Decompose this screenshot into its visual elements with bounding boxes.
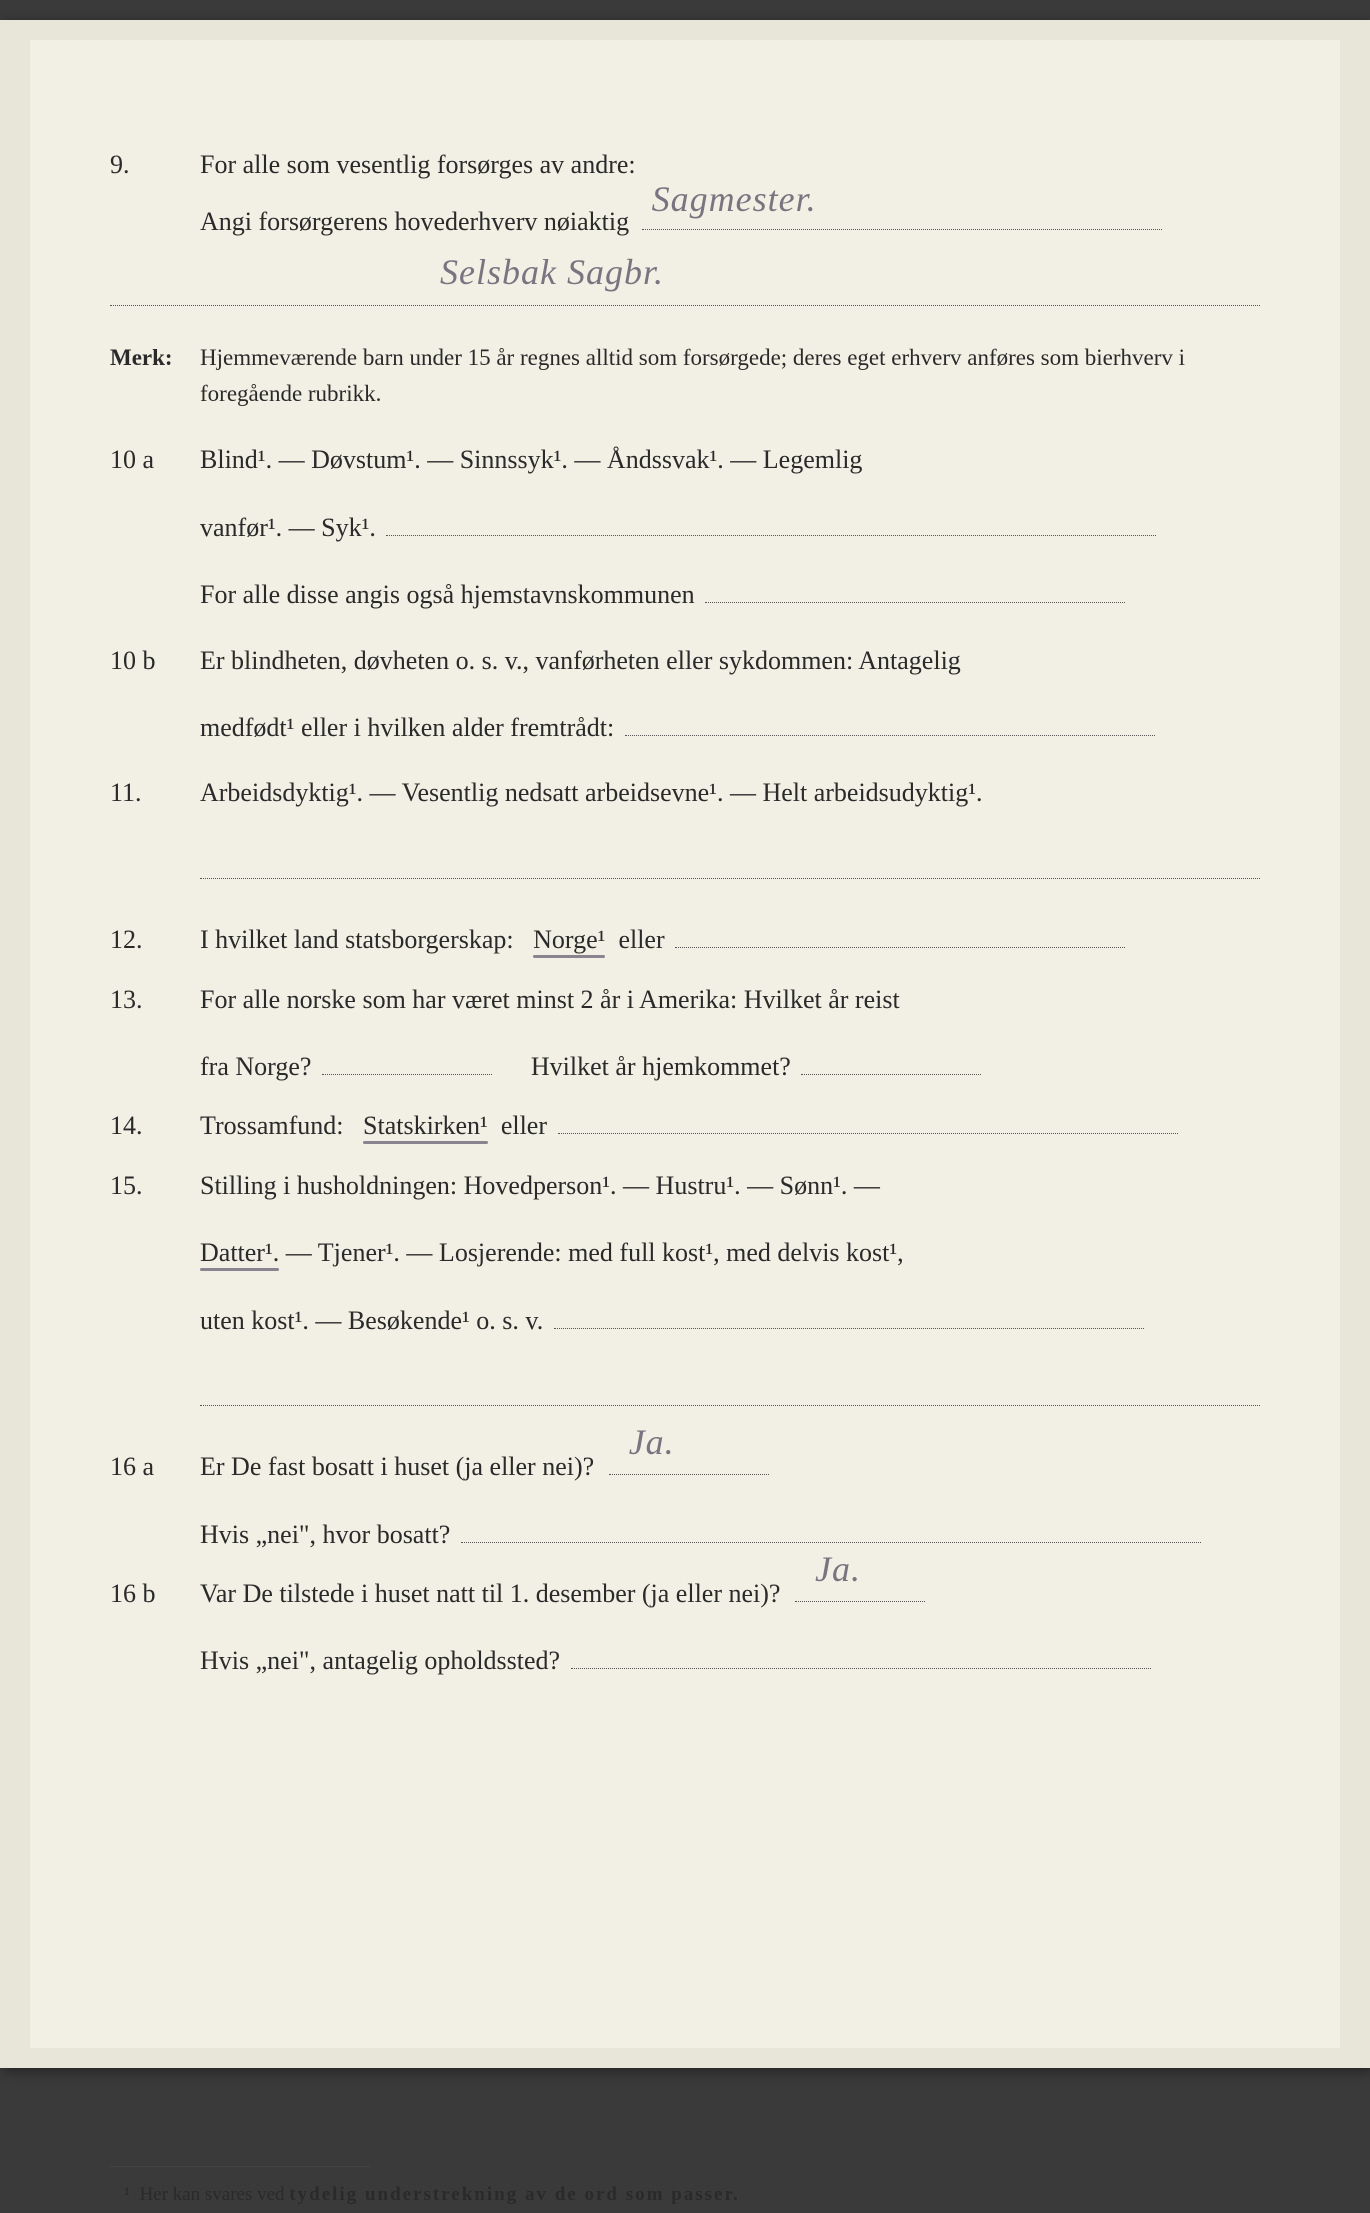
q16a-sub-wrap: Hvis „nei", hvor bosatt?: [200, 1510, 1260, 1559]
question-14: 14. Trossamfund: Statskirken¹ eller: [110, 1101, 1260, 1150]
q9-fill1: Sagmester.: [642, 229, 1162, 230]
q12-answer: Norge¹: [533, 925, 605, 954]
q11-number: 11.: [110, 768, 200, 895]
q10a-opts2: vanfør¹. — Syk¹.: [200, 513, 376, 542]
q12-fill: [675, 947, 1125, 948]
q14-label: Trossamfund:: [200, 1111, 344, 1140]
q10a-sub: For alle disse angis også hjemstavnskomm…: [200, 580, 695, 609]
question-10a: 10 a Blind¹. — Døvstum¹. — Sinnssyk¹. — …: [110, 435, 1260, 619]
footnote-text: Her kan svares ved tydelig understreknin…: [139, 2184, 739, 2205]
q16a-number: 16 a: [110, 1442, 200, 1559]
q15-line3: uten kost¹. — Besøkende¹ o. s. v.: [200, 1306, 543, 1335]
footnote: ¹ Her kan svares ved tydelig understrekn…: [110, 2177, 1260, 2213]
q10a-fill2: [705, 602, 1125, 603]
q16b-fill: Ja.: [795, 1601, 925, 1602]
q13-fill2: [801, 1074, 981, 1075]
question-15: 15. Stilling i husholdningen: Hovedperso…: [110, 1161, 1260, 1423]
q16b-sub: Hvis „nei", antagelig opholdssted?: [200, 1646, 560, 1675]
q12-content: I hvilket land statsborgerskap: Norge¹ e…: [200, 915, 1260, 964]
q15-line1: Stilling i husholdningen: Hovedperson¹. …: [200, 1161, 1260, 1210]
q15-content: Stilling i husholdningen: Hovedperson¹. …: [200, 1161, 1260, 1423]
question-16a: 16 a Er De fast bosatt i huset (ja eller…: [110, 1442, 1260, 1559]
q9-line2-wrap: Angi forsørgerens hovederhverv nøiaktig …: [200, 197, 1260, 246]
q13-number: 13.: [110, 975, 200, 1092]
q9-fill2: Selsbak Sagbr.: [110, 305, 1260, 306]
q14-suffix-text: eller: [501, 1111, 547, 1140]
q12-number: 12.: [110, 915, 200, 964]
q13-line2-wrap: fra Norge? Hvilket år hjemkommet?: [200, 1042, 1260, 1091]
q11-blank: [200, 878, 1260, 879]
q9-hw2: Selsbak Sagbr.: [440, 238, 664, 306]
q16b-content: Var De tilstede i huset natt til 1. dese…: [200, 1569, 1260, 1686]
q9-content: For alle som vesentlig forsørges av andr…: [200, 140, 1260, 322]
q16a-q: Er De fast bosatt i huset (ja eller nei)…: [200, 1452, 594, 1481]
question-11: 11. Arbeidsdyktig¹. — Vesentlig nedsatt …: [110, 768, 1260, 895]
q13-fill1: [322, 1074, 492, 1075]
q14-content: Trossamfund: Statskirken¹ eller: [200, 1101, 1260, 1150]
q10b-number: 10 b: [110, 636, 200, 753]
q10b-line1: Er blindheten, døvheten o. s. v., vanfør…: [200, 636, 1260, 685]
q10b-content: Er blindheten, døvheten o. s. v., vanfør…: [200, 636, 1260, 753]
question-16b: 16 b Var De tilstede i huset natt til 1.…: [110, 1569, 1260, 1686]
q12-suffix-text: eller: [618, 925, 664, 954]
q15-blank: [200, 1405, 1260, 1406]
question-10b: 10 b Er blindheten, døvheten o. s. v., v…: [110, 636, 1260, 753]
q11-content: Arbeidsdyktig¹. — Vesentlig nedsatt arbe…: [200, 768, 1260, 895]
question-13: 13. For alle norske som har været minst …: [110, 975, 1260, 1092]
q12-label: I hvilket land statsborgerskap:: [200, 925, 514, 954]
q14-suffix: eller: [494, 1111, 547, 1140]
q13-line2a: fra Norge?: [200, 1052, 311, 1081]
q16b-number: 16 b: [110, 1569, 200, 1686]
q16b-hw: Ja.: [815, 1535, 861, 1603]
q10b-line2: medfødt¹ eller i hvilken alder fremtrådt…: [200, 713, 614, 742]
q14-answer: Statskirken¹: [363, 1111, 488, 1140]
q16b-q-wrap: Var De tilstede i huset natt til 1. dese…: [200, 1569, 1260, 1618]
q12-suffix: eller: [612, 925, 665, 954]
q15-number: 15.: [110, 1161, 200, 1423]
q16b-q: Var De tilstede i huset natt til 1. dese…: [200, 1579, 780, 1608]
footnote-rule: [110, 2166, 370, 2167]
q10a-content: Blind¹. — Døvstum¹. — Sinnssyk¹. — Åndss…: [200, 435, 1260, 619]
q15-line2-rest: — Tjener¹. — Losjerende: med full kost¹,…: [286, 1238, 904, 1267]
q9-hw1: Sagmester.: [652, 165, 817, 233]
q16a-q-wrap: Er De fast bosatt i huset (ja eller nei)…: [200, 1442, 1260, 1491]
q10a-sub-wrap: For alle disse angis også hjemstavnskomm…: [200, 570, 1260, 619]
q10a-opts2-wrap: vanfør¹. — Syk¹.: [200, 503, 1260, 552]
q16b-sub-wrap: Hvis „nei", antagelig opholdssted?: [200, 1636, 1260, 1685]
q14-number: 14.: [110, 1101, 200, 1150]
q14-fill: [558, 1133, 1178, 1134]
merk-note: Merk: Hjemmeværende barn under 15 år reg…: [110, 340, 1260, 411]
question-12: 12. I hvilket land statsborgerskap: Norg…: [110, 915, 1260, 964]
q10a-number: 10 a: [110, 435, 200, 619]
q10b-fill: [625, 735, 1155, 736]
q16a-content: Er De fast bosatt i huset (ja eller nei)…: [200, 1442, 1260, 1559]
q13-line1: For alle norske som har været minst 2 år…: [200, 975, 1260, 1024]
footnote-marker: ¹: [124, 2184, 130, 2205]
q15-line3-wrap: uten kost¹. — Besøkende¹ o. s. v.: [200, 1296, 1260, 1345]
q13-content: For alle norske som har været minst 2 år…: [200, 975, 1260, 1092]
q10b-line2-wrap: medfødt¹ eller i hvilken alder fremtrådt…: [200, 703, 1260, 752]
q11-blank-wrap: [200, 846, 1260, 895]
q16a-hw: Ja.: [629, 1408, 675, 1476]
q9-line2-label: Angi forsørgerens hovederhverv nøiaktig: [200, 207, 629, 236]
document-page: 9. For alle som vesentlig forsørges av a…: [0, 20, 1370, 2068]
q16b-subfill: [571, 1668, 1151, 1669]
merk-text: Hjemmeværende barn under 15 år regnes al…: [200, 340, 1260, 411]
q15-blank-wrap: [200, 1373, 1260, 1422]
q13-line2b: Hvilket år hjemkommet?: [531, 1052, 791, 1081]
q15-line2-wrap: Datter¹. — Tjener¹. — Losjerende: med fu…: [200, 1228, 1260, 1277]
q16a-fill: Ja.: [609, 1474, 769, 1475]
q10a-opts: Blind¹. — Døvstum¹. — Sinnssyk¹. — Åndss…: [200, 435, 1260, 484]
q15-fill: [554, 1328, 1144, 1329]
q10a-fill: [386, 535, 1156, 536]
q16a-sub: Hvis „nei", hvor bosatt?: [200, 1520, 450, 1549]
q9-hw-line2-wrap: Selsbak Sagbr.: [110, 273, 1260, 322]
q11-text: Arbeidsdyktig¹. — Vesentlig nedsatt arbe…: [200, 768, 1260, 817]
q15-underlined: Datter¹.: [200, 1238, 279, 1267]
question-9: 9. For alle som vesentlig forsørges av a…: [110, 140, 1260, 322]
merk-label: Merk:: [110, 340, 200, 411]
document-inner: 9. For alle som vesentlig forsørges av a…: [30, 40, 1340, 2048]
